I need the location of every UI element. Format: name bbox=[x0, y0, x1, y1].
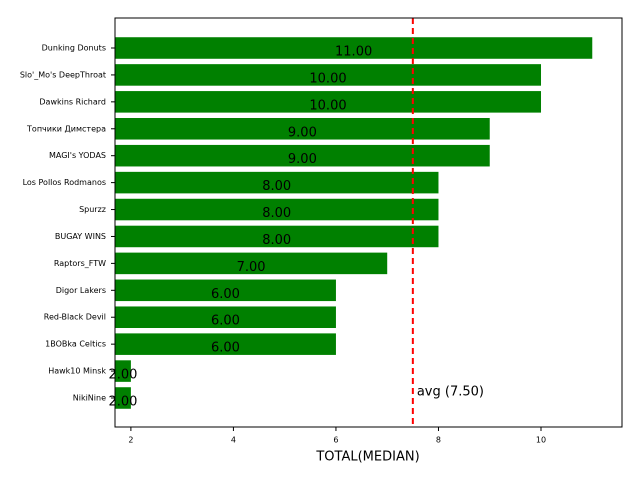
data-label: 6.00 bbox=[211, 287, 240, 302]
y-tick-label: 1BOBka Celtics bbox=[45, 340, 106, 349]
y-tick-label: Hawk10 Minsk bbox=[48, 367, 106, 376]
data-label: 8.00 bbox=[262, 179, 291, 194]
data-label: 7.00 bbox=[237, 260, 266, 275]
bar bbox=[115, 64, 542, 86]
y-tick-label: BUGAY WINS bbox=[55, 232, 106, 241]
bar bbox=[115, 37, 593, 59]
bar bbox=[115, 306, 336, 328]
x-tick-label: 4 bbox=[231, 436, 236, 445]
x-axis-label: TOTAL(MEDIAN) bbox=[315, 450, 419, 465]
x-tick-label: 6 bbox=[333, 436, 338, 445]
data-label: 6.00 bbox=[211, 314, 240, 329]
bar bbox=[115, 118, 490, 140]
bar bbox=[115, 387, 131, 409]
bar bbox=[115, 144, 490, 167]
x-tick-label: 2 bbox=[128, 436, 133, 445]
data-label: 10.00 bbox=[309, 98, 346, 113]
x-tick-label: 10 bbox=[536, 436, 546, 445]
bar bbox=[115, 279, 336, 302]
average-label: avg (7.50) bbox=[417, 385, 484, 400]
y-tick-label: Red-Black Devil bbox=[44, 313, 106, 322]
data-label: 9.00 bbox=[288, 125, 317, 140]
y-tick-label: Dawkins Richard bbox=[39, 97, 106, 106]
data-label: 9.00 bbox=[288, 152, 317, 167]
bar bbox=[115, 360, 131, 382]
plot-frame bbox=[114, 17, 623, 428]
x-tick-label: 8 bbox=[436, 436, 441, 445]
bar bbox=[115, 91, 542, 113]
y-tick-label: Spurzz bbox=[79, 205, 106, 214]
data-label: 11.00 bbox=[335, 45, 372, 60]
data-label: 8.00 bbox=[262, 233, 291, 248]
data-label: 10.00 bbox=[309, 71, 346, 86]
bar bbox=[115, 252, 388, 275]
bar bbox=[115, 171, 439, 194]
y-tick-label: MAGI's YODAS bbox=[49, 151, 106, 160]
data-label: 2.00 bbox=[108, 395, 137, 410]
y-tick-label: Raptors_FTW bbox=[54, 259, 106, 268]
y-tick-label: Los Pollos Rodmanos bbox=[23, 178, 106, 187]
y-tick-label: Dunking Donuts bbox=[42, 44, 106, 53]
y-tick-label: Slo'_Mo's DeepThroat bbox=[20, 70, 106, 79]
data-label: 6.00 bbox=[211, 341, 240, 356]
bar bbox=[115, 198, 439, 221]
data-label: 2.00 bbox=[108, 368, 137, 383]
y-tick-label: Digor Lakers bbox=[56, 286, 106, 295]
bar bbox=[115, 225, 439, 248]
y-tick-label: Топчики Димстера bbox=[26, 124, 106, 133]
data-label: 8.00 bbox=[262, 206, 291, 221]
bar bbox=[115, 333, 336, 355]
y-tick-label: NikiNine bbox=[73, 394, 106, 403]
